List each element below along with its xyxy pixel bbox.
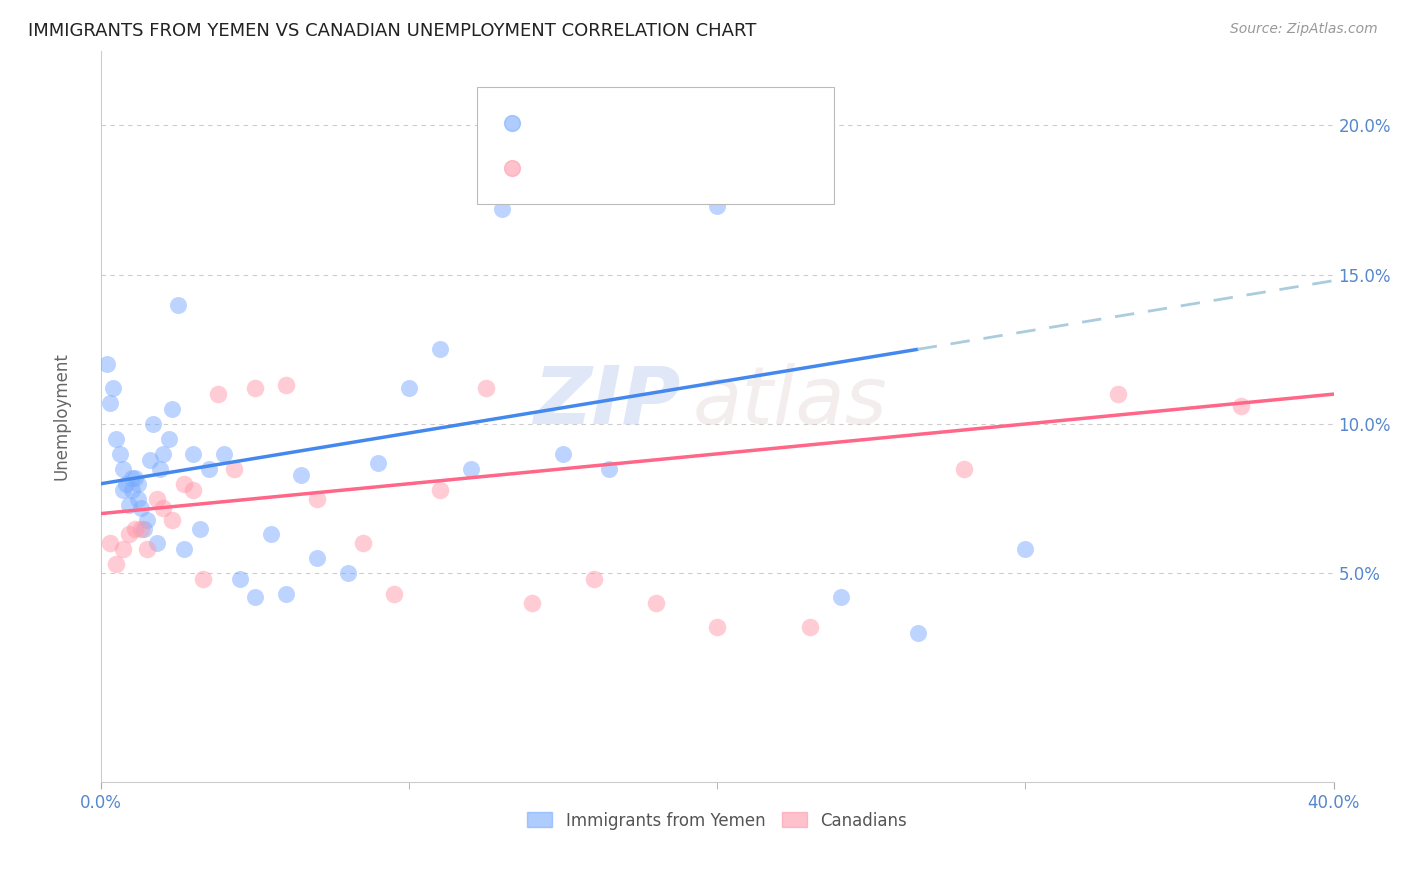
Point [160, 402, 183, 417]
Point [129, 500, 152, 515]
Point [188, 521, 211, 535]
Point [429, 483, 451, 497]
Point [207, 387, 229, 401]
Point [706, 199, 728, 213]
Point [96, 357, 118, 371]
Point [142, 417, 165, 431]
Point [491, 202, 513, 216]
Point [475, 381, 498, 395]
Point [145, 491, 167, 506]
Text: N = 30: N = 30 [690, 160, 752, 178]
Point [243, 381, 266, 395]
Text: R = 0.305: R = 0.305 [538, 160, 621, 178]
Point [352, 536, 374, 550]
Point [259, 527, 281, 541]
Point [228, 572, 250, 586]
Text: N = 48: N = 48 [690, 114, 752, 132]
Point [706, 620, 728, 634]
Point [127, 476, 149, 491]
Point [336, 566, 359, 581]
Point [105, 558, 128, 572]
Point [111, 542, 134, 557]
Point [157, 432, 180, 446]
Point [152, 500, 174, 515]
Point [118, 498, 141, 512]
Point [139, 452, 162, 467]
Point [111, 483, 134, 497]
Point [127, 491, 149, 506]
Legend: Immigrants from Yemen, Canadians: Immigrants from Yemen, Canadians [520, 805, 914, 836]
Point [644, 596, 666, 610]
Point [429, 343, 451, 357]
Point [111, 462, 134, 476]
Point [136, 512, 159, 526]
Point [214, 447, 236, 461]
Point [522, 596, 544, 610]
Point [583, 572, 606, 586]
Point [108, 447, 131, 461]
Point [136, 542, 159, 557]
Point [907, 626, 929, 640]
Text: IMMIGRANTS FROM YEMEN VS CANADIAN UNEMPLOYMENT CORRELATION CHART: IMMIGRANTS FROM YEMEN VS CANADIAN UNEMPL… [28, 22, 756, 40]
Point [124, 521, 146, 535]
Point [290, 467, 312, 482]
Point [398, 381, 420, 395]
Point [103, 381, 125, 395]
Point [460, 462, 482, 476]
Point [1230, 399, 1253, 413]
Point [305, 551, 328, 566]
Text: atlas: atlas [693, 363, 887, 441]
Point [367, 456, 389, 470]
Point [1014, 542, 1036, 557]
Point [274, 378, 297, 392]
Point [1107, 387, 1129, 401]
Point [173, 542, 195, 557]
Point [243, 591, 266, 605]
Point [98, 396, 121, 410]
Point [198, 462, 221, 476]
Point [149, 462, 172, 476]
Point [183, 483, 205, 497]
Point [830, 591, 852, 605]
Point [124, 471, 146, 485]
Point [382, 587, 405, 601]
Point [167, 297, 190, 311]
Point [118, 527, 141, 541]
Point [114, 476, 136, 491]
Point [598, 462, 620, 476]
Text: Source: ZipAtlas.com: Source: ZipAtlas.com [1230, 22, 1378, 37]
Text: ZIP: ZIP [533, 363, 681, 441]
Point [183, 447, 205, 461]
Point [222, 462, 245, 476]
Point [152, 447, 174, 461]
Point [553, 447, 575, 461]
Point [173, 476, 195, 491]
Point [274, 587, 297, 601]
Point [105, 432, 128, 446]
Text: Unemployment: Unemployment [52, 352, 70, 481]
Point [121, 471, 143, 485]
FancyBboxPatch shape [477, 87, 834, 204]
Point [98, 536, 121, 550]
Point [799, 620, 821, 634]
Point [145, 536, 167, 550]
Point [305, 491, 328, 506]
Point [134, 521, 156, 535]
Text: R = 0.358: R = 0.358 [538, 114, 621, 132]
Point [191, 572, 214, 586]
Point [129, 521, 152, 535]
Point [953, 462, 976, 476]
Point [121, 483, 143, 497]
Point [160, 512, 183, 526]
